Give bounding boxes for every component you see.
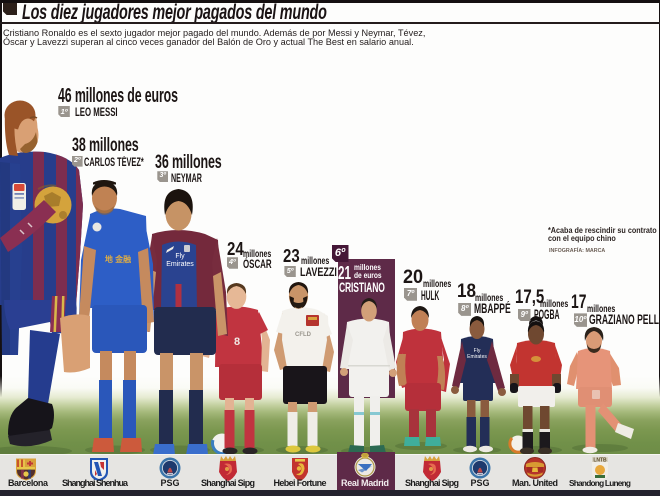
svg-text:Shandong Luneng: Shandong Luneng	[569, 478, 631, 488]
svg-text:地 金融: 地 金融	[105, 254, 131, 264]
svg-text:PSG: PSG	[161, 478, 180, 488]
svg-text:Emirates: Emirates	[467, 354, 487, 360]
svg-text:Fly: Fly	[175, 253, 185, 260]
svg-text:Man. United: Man. United	[512, 478, 558, 488]
svg-text:Barcelona: Barcelona	[8, 478, 49, 488]
svg-text:Shanghai Sipg: Shanghai Sipg	[201, 478, 255, 488]
svg-text:8: 8	[234, 336, 240, 348]
svg-text:Hebei Fortune: Hebei Fortune	[274, 478, 327, 488]
svg-text:PSG: PSG	[471, 478, 490, 488]
svg-text:Shanghai Shenhua: Shanghai Shenhua	[62, 478, 129, 488]
svg-text:Shanghai Sipg: Shanghai Sipg	[405, 478, 459, 488]
svg-text:Emirates: Emirates	[166, 261, 194, 268]
svg-text:LNTB: LNTB	[593, 458, 607, 464]
svg-text:CFLD: CFLD	[295, 332, 312, 338]
svg-text:Fly: Fly	[474, 348, 481, 354]
svg-text:Real Madrid: Real Madrid	[341, 478, 389, 488]
